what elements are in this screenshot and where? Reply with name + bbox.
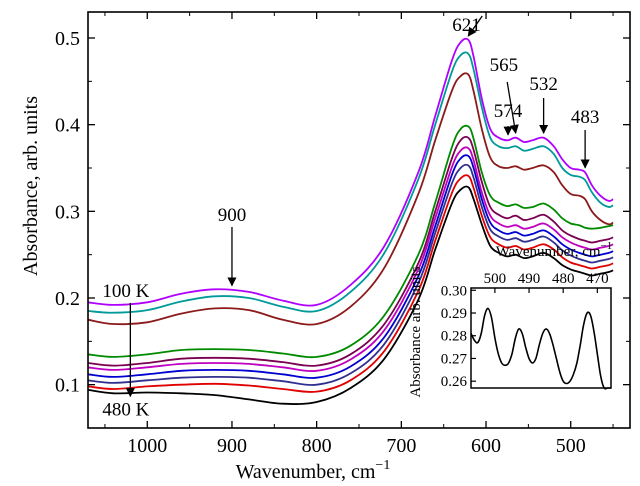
inset-axes-group: 500 490 480 470 0.26 0.27 0.28 0.29 0.30 bbox=[441, 271, 609, 390]
series-line-5 bbox=[87, 136, 614, 367]
inset-y-tick-label: 0.29 bbox=[441, 306, 467, 322]
x-axis-label-text: Wavenumber, cm bbox=[236, 461, 376, 483]
inset-x-axis-label-text: Wavenumber, cm bbox=[496, 244, 601, 260]
temperature-label-480K: 480 K bbox=[102, 399, 149, 420]
inset-x-tick-label: 470 bbox=[586, 271, 609, 287]
annotation-label-574: 574 bbox=[494, 101, 523, 122]
inset-x-tick-label: 490 bbox=[518, 271, 541, 287]
main-series-group bbox=[87, 37, 614, 405]
annotation-label-621: 621 bbox=[452, 15, 481, 36]
x-tick-label: 600 bbox=[471, 435, 501, 457]
y-tick-label: 0.3 bbox=[55, 201, 80, 223]
annotation-label-900: 900 bbox=[218, 205, 247, 226]
temperature-label-100K: 100 K bbox=[102, 281, 149, 302]
series-line-2 bbox=[87, 51, 614, 314]
series-line-1 bbox=[87, 37, 614, 307]
x-tick-label: 900 bbox=[217, 435, 247, 457]
y-tick-label: 0.2 bbox=[55, 288, 80, 310]
annotation-group: 621 574 565 532 483 900 100 K 480 K bbox=[102, 15, 599, 420]
y-axis-label: Absorbance, arb. units bbox=[20, 96, 42, 276]
x-tick-label: 800 bbox=[302, 435, 332, 457]
y-tick-label: 0.4 bbox=[55, 115, 80, 137]
series-line-8 bbox=[87, 163, 614, 386]
inset-x-axis-label: Wavenumber, cm−1 bbox=[496, 240, 613, 260]
x-tick-label: 1000 bbox=[127, 435, 167, 457]
series-line-4 bbox=[87, 124, 614, 359]
x-tick-label: 500 bbox=[556, 435, 586, 457]
annotation-arrow-565 bbox=[506, 81, 519, 134]
inset-chart: 500 490 480 470 0.26 0.27 0.28 0.29 0.30 Wavenum… bbox=[408, 240, 612, 398]
series-line-10 bbox=[87, 185, 614, 405]
inset-x-axis-label-unit-exponent: −1 bbox=[601, 240, 613, 252]
inset-x-tick-label: 480 bbox=[552, 271, 575, 287]
inset-y-tick-label: 0.27 bbox=[441, 351, 468, 367]
series-line-3 bbox=[87, 72, 614, 326]
annotation-label-565: 565 bbox=[490, 55, 519, 76]
annotation-arrow-621 bbox=[467, 15, 483, 37]
inset-series-line bbox=[470, 307, 611, 390]
series-line-6 bbox=[87, 146, 614, 372]
x-axis-label-unit-exponent: −1 bbox=[375, 458, 390, 473]
y-tick-label: 0.1 bbox=[55, 375, 80, 397]
inset-y-tick-label: 0.26 bbox=[441, 374, 468, 390]
main-axes-group: 1000 900 800 700 600 500 0.1 0.2 0.3 0.4 0.5 bbox=[55, 11, 631, 457]
inset-y-tick-label: 0.28 bbox=[441, 329, 467, 345]
inset-x-tick-label: 500 bbox=[484, 271, 507, 287]
series-line-7 bbox=[87, 154, 614, 379]
inset-y-axis-label: Absorbance arb. units bbox=[408, 266, 424, 397]
x-axis-label: Wavenumber, cm−1 bbox=[236, 458, 391, 483]
y-tick-label: 0.5 bbox=[55, 28, 80, 50]
annotation-label-483: 483 bbox=[571, 107, 600, 128]
series-line-9 bbox=[87, 174, 614, 393]
inset-series-group bbox=[470, 307, 611, 390]
inset-y-tick-label: 0.30 bbox=[441, 283, 467, 299]
x-tick-label: 700 bbox=[386, 435, 416, 457]
annotation-label-532: 532 bbox=[529, 74, 558, 95]
